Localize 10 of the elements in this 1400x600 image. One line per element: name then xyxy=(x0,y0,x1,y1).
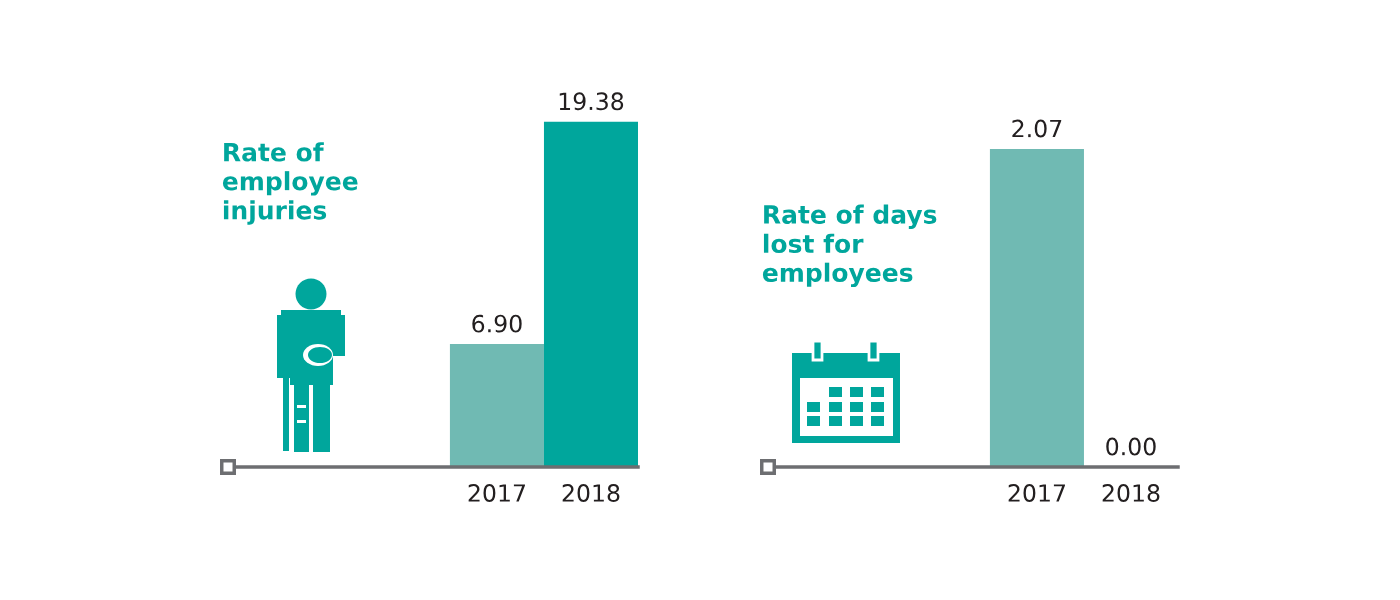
x-tick-label: 2017 xyxy=(468,484,525,502)
data-label: 6.90 xyxy=(472,314,522,333)
data-label: 0.00 xyxy=(1106,437,1156,456)
data-label: 19.38 xyxy=(559,92,624,111)
text: Rate of employee injuries xyxy=(222,142,358,225)
x-tick-label: 2018 xyxy=(1102,484,1160,502)
x-tick-label: 2018 xyxy=(562,484,620,502)
x-tick-label: 2017 xyxy=(1008,484,1065,502)
data-label: 2.07 xyxy=(1012,119,1062,138)
text: Rate of days lost for employees xyxy=(762,204,937,288)
